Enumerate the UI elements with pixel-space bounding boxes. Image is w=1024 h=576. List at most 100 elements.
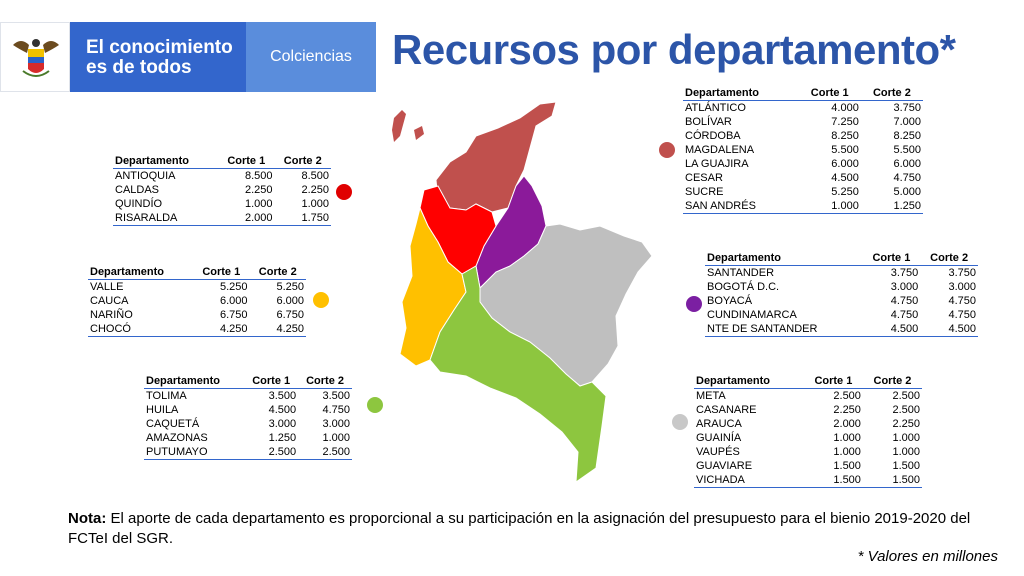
table-row: VALLE 5.250 5.250	[88, 280, 306, 295]
column-header-corte-2: Corte 2	[298, 374, 352, 389]
corte-1-value: 4.750	[890, 309, 919, 321]
department-name: CALDAS	[115, 184, 160, 196]
table-row: CHOCÓ 4.250 4.250	[88, 322, 306, 337]
table-header-row: Departamento Corte 1 Corte 2	[88, 265, 306, 280]
corte-2-value: 6.000	[893, 158, 921, 170]
corte-2-value: 7.000	[893, 116, 921, 128]
department-name: VAUPÉS	[696, 446, 740, 458]
table-header-row: Departamento Corte 1 Corte 2	[683, 86, 923, 101]
table-pacifico: Departamento Corte 1 Corte 2 VALLE 5.250 5.25…	[88, 265, 306, 337]
brand-banner: El conocimiento es de todos	[70, 22, 246, 92]
corte-1-value: 4.250	[193, 322, 250, 337]
corte-1-value: 5.500	[831, 144, 859, 156]
corte-1-value: 3.000	[890, 281, 919, 293]
table-row: CUNDINAMARCA 4.750 4.750	[705, 308, 978, 322]
corte-1-value: 1.000	[833, 446, 861, 458]
department-name: SANTANDER	[707, 267, 775, 279]
corte-1-value: 4.500	[831, 172, 859, 184]
department-name: RISARALDA	[113, 211, 219, 226]
table-row: BOLÍVAR 7.250 7.000	[683, 115, 923, 129]
department-name: PUTUMAYO	[144, 445, 245, 460]
note-text: Nota: El aporte de cada departamento es …	[68, 509, 988, 549]
corte-2-value: 1.000	[892, 446, 920, 458]
department-name: SAN ANDRÉS	[683, 199, 799, 214]
table-row: HUILA 4.500 4.750	[144, 403, 352, 417]
table-row: NARIÑO 6.750 6.750	[88, 308, 306, 322]
column-header-department: Departamento	[705, 251, 863, 266]
corte-1-value: 6.000	[219, 295, 248, 307]
table-row: ANTIOQUIA 8.500 8.500	[113, 169, 331, 184]
corte-2-value: 4.750	[948, 309, 976, 321]
table-row: NTE DE SANTANDER 4.500 4.500	[705, 322, 978, 337]
corte-1-value: 2.000	[833, 418, 861, 430]
department-name: AMAZONAS	[146, 432, 208, 444]
corte-2-value: 4.750	[893, 172, 921, 184]
table-row: BOYACÁ 4.750 4.750	[705, 294, 978, 308]
department-name: ATLÁNTICO	[685, 102, 746, 114]
column-header-corte-1: Corte 1	[798, 86, 861, 101]
corte-1-value: 1.000	[798, 199, 861, 214]
table-sur: Departamento Corte 1 Corte 2 TOLIMA 3.500 3.5…	[144, 374, 352, 460]
department-name: BOLÍVAR	[685, 116, 732, 128]
corte-2-value: 2.500	[298, 445, 352, 460]
table-row: CAQUETÁ 3.000 3.000	[144, 417, 352, 431]
department-name: GUAVIARE	[696, 460, 753, 472]
table-row: GUAVIARE 1.500 1.500	[694, 459, 922, 473]
org-banner: Colciencias	[246, 22, 376, 92]
table-row: CAUCA 6.000 6.000	[88, 294, 306, 308]
table-row: AMAZONAS 1.250 1.000	[144, 431, 352, 445]
corte-1-value: 5.250	[219, 281, 248, 293]
footnote: * Valores en millones	[857, 548, 998, 565]
corte-2-value: 8.500	[301, 170, 329, 182]
table-header-row: Departamento Corte 1 Corte 2	[144, 374, 352, 389]
corte-1-value: 2.250	[244, 184, 273, 196]
brand-line-2: es de todos	[86, 57, 192, 78]
corte-2-value: 5.500	[893, 144, 921, 156]
corte-1-value: 2.500	[244, 445, 299, 460]
table-row: VICHADA 1.500 1.500	[694, 473, 922, 488]
table-row: CÓRDOBA 8.250 8.250	[683, 129, 923, 143]
table-row: CASANARE 2.250 2.500	[694, 403, 922, 417]
department-name: ARAUCA	[696, 418, 742, 430]
corte-2-value: 4.500	[920, 322, 978, 337]
department-name: HUILA	[146, 404, 179, 416]
table-row: GUAINÍA 1.000 1.000	[694, 431, 922, 445]
corte-1-value: 4.500	[862, 322, 921, 337]
department-name: MAGDALENA	[685, 144, 755, 156]
corte-2-value: 1.500	[862, 473, 922, 488]
corte-2-value: 3.750	[893, 102, 921, 114]
column-header-corte-1: Corte 1	[244, 374, 299, 389]
table-row: TOLIMA 3.500 3.500	[144, 389, 352, 404]
map-region-sur	[429, 265, 607, 484]
corte-1-value: 4.750	[890, 295, 919, 307]
map-island-providencia	[414, 126, 424, 140]
column-header-corte-2: Corte 2	[920, 251, 978, 266]
department-name: CÓRDOBA	[685, 130, 741, 142]
department-name: SUCRE	[685, 186, 724, 198]
column-header-corte-1: Corte 1	[218, 154, 275, 169]
table-row: VAUPÉS 1.000 1.000	[694, 445, 922, 459]
page-title: Recursos por departamento*	[392, 26, 956, 73]
table-row: CALDAS 2.250 2.250	[113, 183, 331, 197]
department-name: CAUCA	[90, 295, 129, 307]
note-label: Nota:	[68, 510, 107, 527]
legend-dot-purple	[686, 296, 702, 312]
corte-1-value: 1.500	[803, 473, 863, 488]
column-header-department: Departamento	[694, 374, 804, 389]
corte-1-value: 2.500	[833, 390, 861, 402]
table-row: QUINDÍO 1.000 1.000	[113, 197, 331, 211]
corte-2-value: 4.250	[249, 322, 306, 337]
department-name: CESAR	[685, 172, 723, 184]
corte-1-value: 5.250	[831, 186, 859, 198]
table-header-row: Departamento Corte 1 Corte 2	[113, 154, 331, 169]
corte-2-value: 3.750	[948, 267, 976, 279]
org-name: Colciencias	[270, 48, 352, 65]
legend-dot-green	[367, 397, 383, 413]
corte-1-value: 1.500	[833, 460, 861, 472]
corte-1-value: 2.000	[218, 211, 275, 226]
table-header-row: Departamento Corte 1 Corte 2	[694, 374, 922, 389]
department-name: CAQUETÁ	[146, 418, 200, 430]
map-island-san-andres	[392, 110, 406, 142]
table-header-row: Departamento Corte 1 Corte 2	[705, 251, 978, 266]
department-name: BOGOTÁ D.C.	[707, 281, 780, 293]
